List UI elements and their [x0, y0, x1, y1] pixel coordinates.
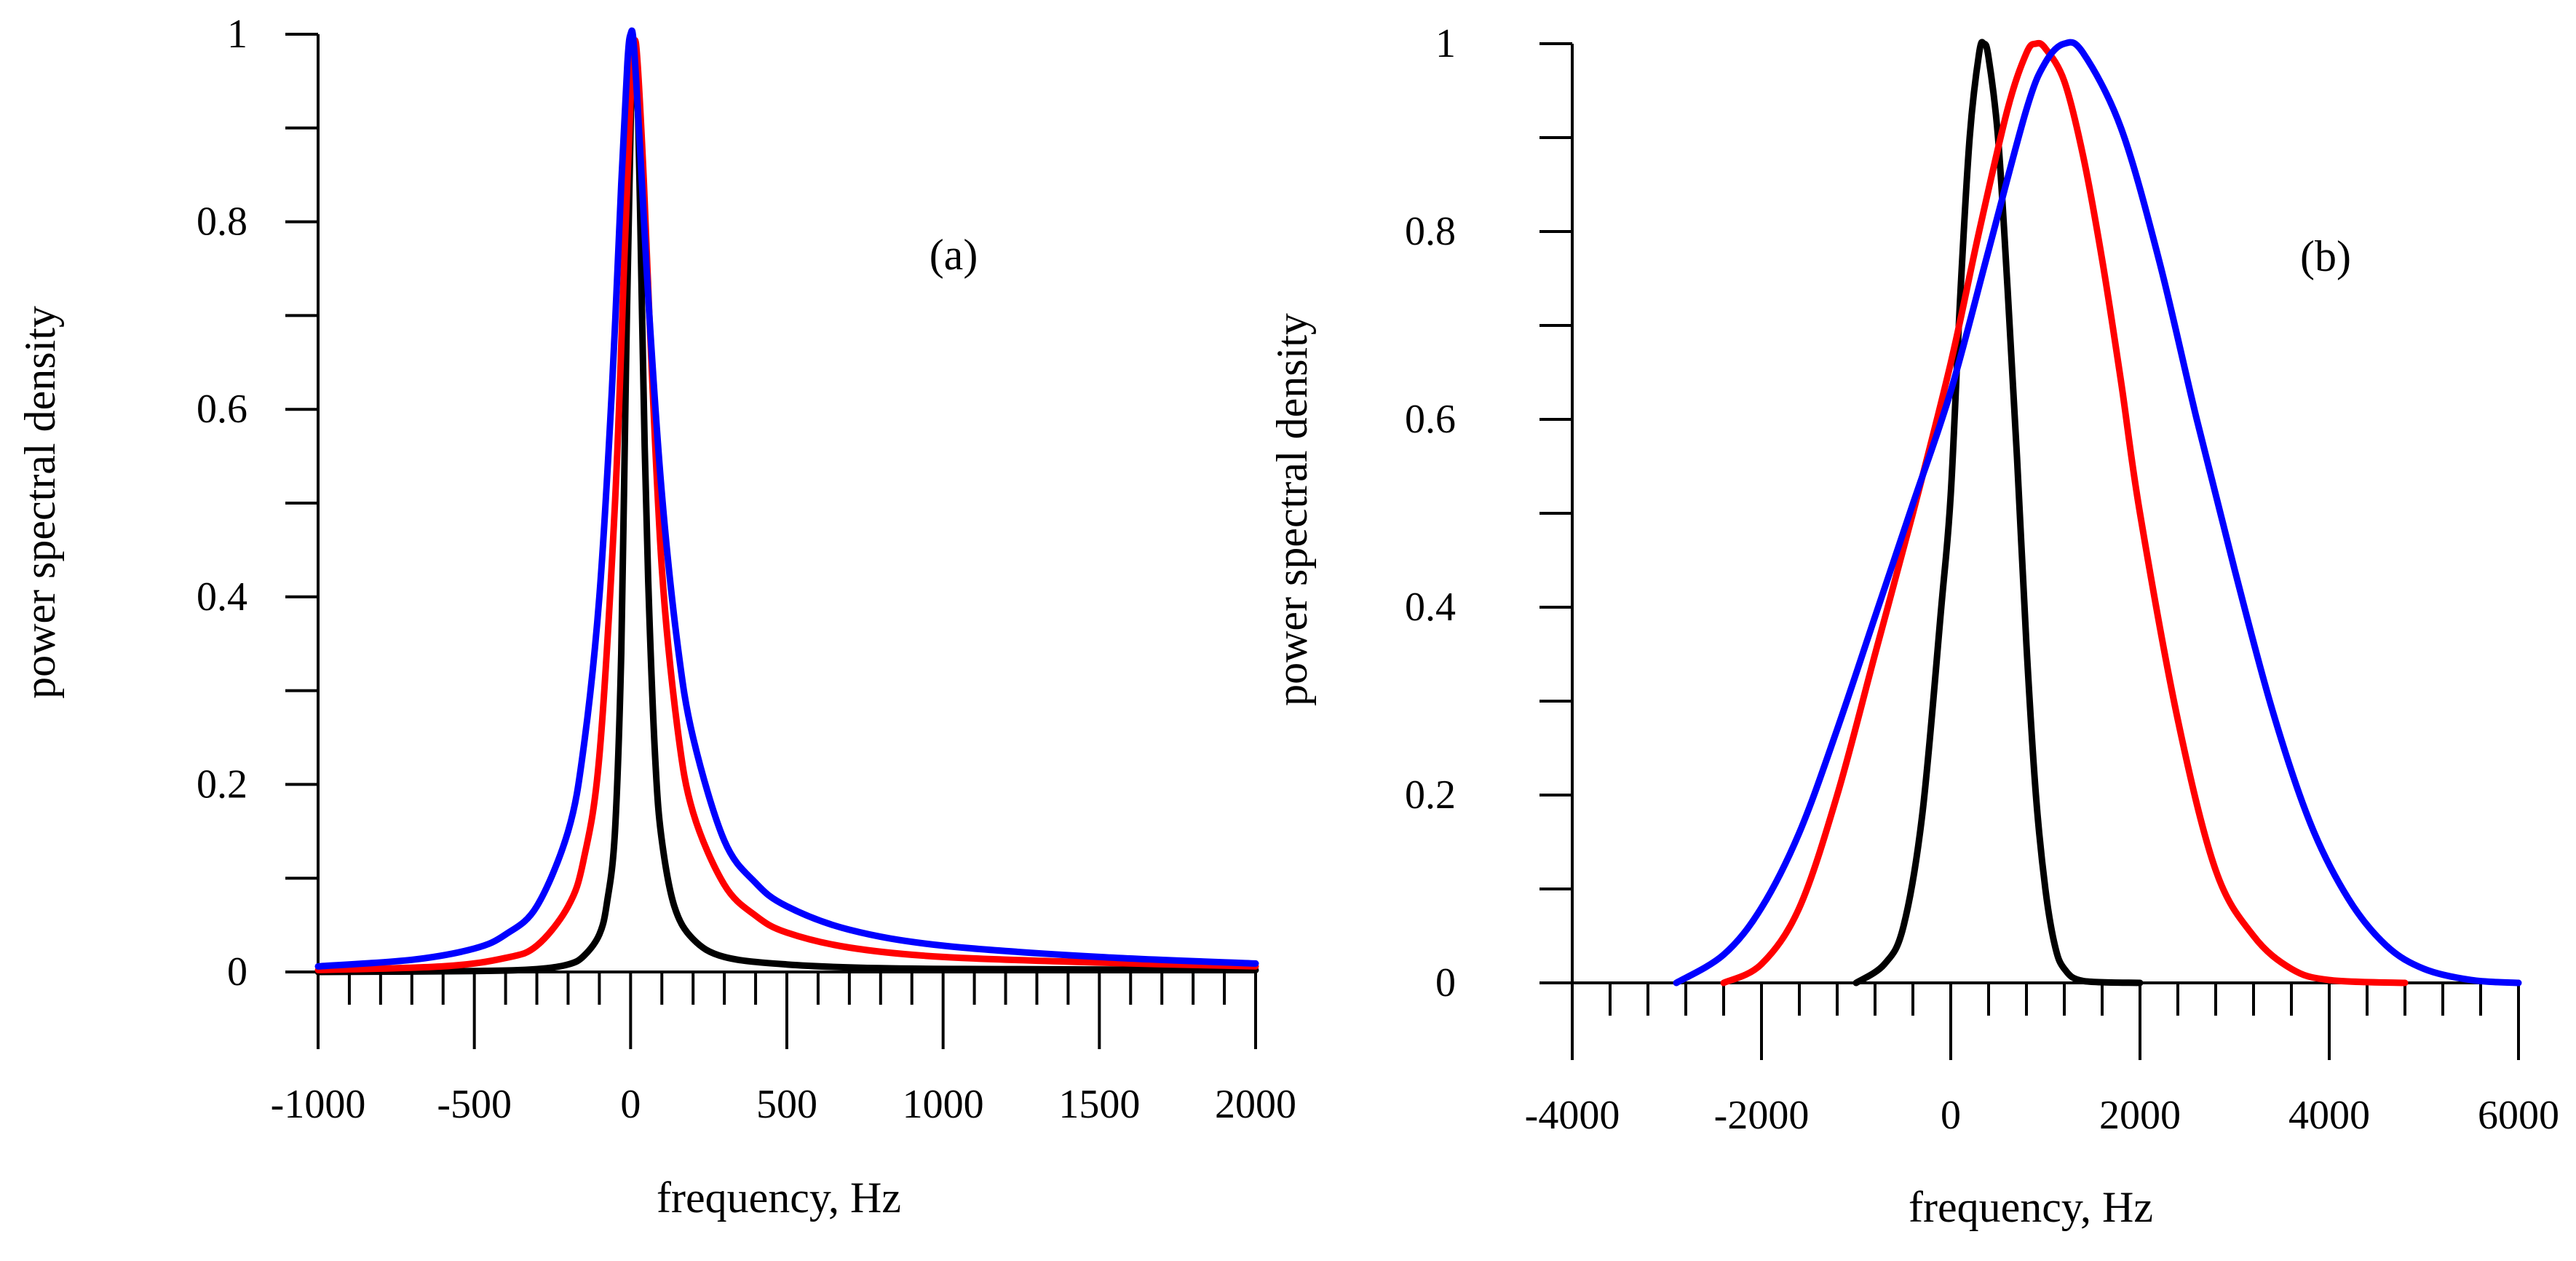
- panel-a-x-tick-label: -1000: [271, 1082, 366, 1127]
- panel-b-y-tick-label: 0: [1435, 960, 1456, 1005]
- panel-a-series-red: [314, 36, 1259, 973]
- panel-a-x-tick-label: 2000: [1215, 1082, 1296, 1127]
- panel-a-label: (a): [930, 231, 978, 279]
- panel-b-x-tick-label: 0: [1941, 1093, 1961, 1138]
- panel-b-x-tick-label: -4000: [1525, 1093, 1620, 1138]
- panel-a-y-tick-label: 0.6: [197, 387, 247, 432]
- panel-b-y-tick-label: 0.4: [1405, 585, 1456, 630]
- panel-b-series-black: [1852, 39, 2144, 987]
- panel-b-x-tick-label: 6000: [2478, 1093, 2559, 1138]
- panel-b-label: (b): [2300, 232, 2351, 280]
- panel-a-y-tick-label: 0.8: [197, 199, 247, 245]
- panel-b-y-tick-label: 0.2: [1405, 772, 1456, 818]
- panel-b-x-tick-label: -2000: [1714, 1093, 1810, 1138]
- panel-a-y-tick-label: 1: [227, 12, 247, 57]
- panel-b-x-axis-title: frequency, Hz: [1909, 1183, 2153, 1231]
- panel-a-x-tick-label: -500: [437, 1082, 512, 1127]
- panel-a-x-tick-label: 1000: [903, 1082, 984, 1127]
- panel-a-x-axis-title: frequency, Hz: [657, 1174, 901, 1222]
- panel-a-y-tick-label: 0.2: [197, 762, 247, 807]
- panel-a-x-tick-label: 500: [756, 1082, 817, 1127]
- panel-b: -4000 -2000 0 2000 4000 6000 0 0.2 0.4 0.6 0.8 1 fre…: [1268, 21, 2559, 1231]
- panel-b-y-tick-label: 0.8: [1405, 209, 1456, 254]
- panel-b-x-tick-label: 4000: [2288, 1093, 2370, 1138]
- panel-a-x-tick-label: 1500: [1058, 1082, 1140, 1127]
- panel-a-y-tick-label: 0: [227, 949, 247, 995]
- panel-a: -1000 -500 0 500 1000 1500 2000 0 0.2 0.4 0.6 0.8 1 f…: [16, 12, 1296, 1222]
- panel-a-x-tick-label: 0: [620, 1082, 641, 1127]
- panel-b-y-tick-label: 1: [1435, 21, 1456, 66]
- panel-b-y-axis-title: power spectral density: [1268, 313, 1316, 706]
- panel-b-y-tick-label: 0.6: [1405, 397, 1456, 442]
- panel-b-series-red: [1720, 39, 2409, 987]
- panel-a-series-black: [314, 36, 1259, 976]
- panel-a-series-blue: [314, 27, 1259, 970]
- panel-b-series-blue: [1673, 39, 2522, 987]
- panel-b-x-tick-label: 2000: [2099, 1093, 2181, 1138]
- panel-a-y-axis-title: power spectral density: [16, 306, 64, 699]
- panel-a-y-tick-label: 0.4: [197, 574, 247, 620]
